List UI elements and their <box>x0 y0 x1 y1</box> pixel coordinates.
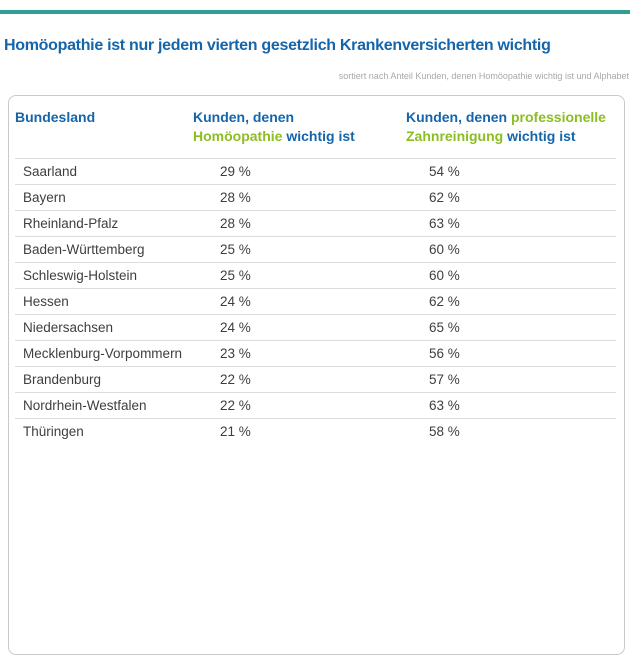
zahnreinigung-value: 56 % <box>429 346 460 361</box>
column-header-bundesland: Bundesland <box>15 109 96 125</box>
bundesland-cell: Bayern <box>23 190 66 205</box>
table-row: Schleswig-Holstein 25 % 60 % <box>15 262 616 288</box>
bundesland-cell: Hessen <box>23 294 69 309</box>
top-accent-line <box>0 10 630 14</box>
bundesland-cell: Thüringen <box>23 424 84 439</box>
col3-line2-green: Zahnreinigung <box>406 128 504 144</box>
zahnreinigung-value: 62 % <box>429 294 460 309</box>
page-title: Homöopathie ist nur jedem vierten gesetz… <box>4 36 551 54</box>
table-row: Brandenburg 22 % 57 % <box>15 366 616 392</box>
zahnreinigung-value: 65 % <box>429 320 460 335</box>
table-row: Hessen 24 % 62 % <box>15 288 616 314</box>
bundesland-cell: Mecklenburg-Vorpommern <box>23 346 183 361</box>
homoeopathie-value: 25 % <box>220 242 251 257</box>
homoeopathie-value: 25 % <box>220 268 251 283</box>
col2-line2-green: Homöopathie <box>193 128 283 144</box>
table-row: Thüringen 21 % 58 % <box>15 418 616 444</box>
col2-line1: Kunden, denen <box>193 109 295 125</box>
col3-line1-green: professionelle <box>511 109 606 125</box>
table-body: Saarland 29 % 54 % Bayern 28 % 62 % Rhei… <box>9 158 624 444</box>
table-row: Niedersachsen 24 % 65 % <box>15 314 616 340</box>
bundesland-cell: Brandenburg <box>23 372 102 387</box>
bundesland-cell: Baden-Württemberg <box>23 242 145 257</box>
homoeopathie-value: 28 % <box>220 216 251 231</box>
table-row: Rheinland-Pfalz 28 % 63 % <box>15 210 616 236</box>
bundesland-cell: Nordrhein-Westfalen <box>23 398 147 413</box>
homoeopathie-value: 23 % <box>220 346 251 361</box>
sort-note: sortiert nach Anteil Kunden, denen Homöo… <box>338 71 629 81</box>
col3-line1-blue: Kunden, denen <box>406 109 511 125</box>
zahnreinigung-value: 57 % <box>429 372 460 387</box>
homoeopathie-value: 28 % <box>220 190 251 205</box>
table-row: Baden-Württemberg 25 % 60 % <box>15 236 616 262</box>
col2-line2-blue: wichtig ist <box>282 128 355 144</box>
zahnreinigung-value: 58 % <box>429 424 460 439</box>
homoeopathie-value: 29 % <box>220 164 251 179</box>
zahnreinigung-value: 63 % <box>429 398 460 413</box>
table-row: Mecklenburg-Vorpommern 23 % 56 % <box>15 340 616 366</box>
zahnreinigung-value: 62 % <box>429 190 460 205</box>
zahnreinigung-value: 63 % <box>429 216 460 231</box>
zahnreinigung-value: 60 % <box>429 268 460 283</box>
column-header-homoeopathie: Kunden, denen Homöopathie wichtig ist <box>193 108 355 146</box>
zahnreinigung-value: 60 % <box>429 242 460 257</box>
bundesland-cell: Schleswig-Holstein <box>23 268 138 283</box>
table-row: Saarland 29 % 54 % <box>15 158 616 184</box>
homoeopathie-value: 24 % <box>220 294 251 309</box>
homoeopathie-value: 22 % <box>220 372 251 387</box>
homoeopathie-value: 24 % <box>220 320 251 335</box>
data-table: Bundesland Kunden, denen Homöopathie wic… <box>8 95 625 655</box>
homoeopathie-value: 22 % <box>220 398 251 413</box>
bundesland-cell: Niedersachsen <box>23 320 114 335</box>
homoeopathie-value: 21 % <box>220 424 251 439</box>
table-row: Nordrhein-Westfalen 22 % 63 % <box>15 392 616 418</box>
zahnreinigung-value: 54 % <box>429 164 460 179</box>
bundesland-cell: Rheinland-Pfalz <box>23 216 119 231</box>
column-header-zahnreinigung: Kunden, denen professionelle Zahnreinigu… <box>406 108 606 146</box>
col3-line2-blue: wichtig ist <box>503 128 576 144</box>
bundesland-cell: Saarland <box>23 164 78 179</box>
table-row: Bayern 28 % 62 % <box>15 184 616 210</box>
